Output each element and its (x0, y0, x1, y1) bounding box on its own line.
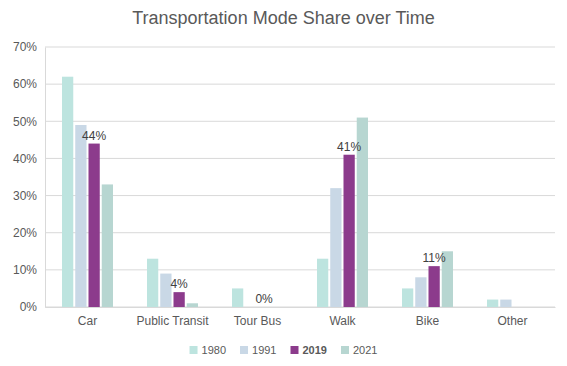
grid (45, 47, 555, 307)
legend-item: 1980 (190, 344, 226, 356)
x-tick: Walk (329, 307, 356, 328)
x-tick: Tour Bus (234, 307, 281, 328)
bar (88, 144, 99, 307)
bar (415, 277, 426, 307)
legend-label: 1980 (202, 344, 226, 356)
plot: 0% 10% 20% 30% 40% 50% 60% 70% Car Public Transit… (13, 40, 556, 327)
legend-swatch (341, 346, 349, 354)
series (75, 125, 511, 307)
series (62, 77, 498, 307)
y-axis-line (45, 48, 46, 308)
y-tick: 30% (13, 189, 45, 203)
y-tick-label: 70% (13, 40, 37, 54)
bar (187, 303, 198, 307)
bar (232, 288, 243, 307)
grid-line (45, 121, 555, 122)
legend-label: 2019 (303, 344, 327, 356)
series (88, 144, 439, 307)
y-tick-label: 0% (20, 300, 38, 314)
data-labels: 44% 4% 0% 41% 11% (82, 129, 446, 306)
data-label: 0% (255, 292, 273, 306)
legend-swatch (240, 346, 248, 354)
x-tick-label: Car (78, 314, 97, 328)
bar (330, 188, 341, 307)
legend-swatch (190, 346, 198, 354)
data-label: 41% (337, 140, 361, 154)
x-tick-label: Bike (416, 314, 440, 328)
grid-line (45, 84, 555, 85)
y-tick: 70% (13, 40, 45, 54)
title: Transportation Mode Share over Time (132, 8, 434, 28)
y-tick-label: 60% (13, 77, 37, 91)
data-label: 4% (170, 277, 188, 291)
legend-item: 2021 (341, 344, 377, 356)
grid-line (45, 195, 555, 196)
y-tick-label: 10% (13, 263, 37, 277)
x-tick: Other (497, 307, 527, 328)
y-axis: 0% 10% 20% 30% 40% 50% 60% 70% (13, 40, 46, 314)
legend: 1980 1991 2019 2021 (190, 344, 378, 356)
x-tick: Car (78, 307, 97, 328)
bar (428, 266, 439, 307)
y-tick: 20% (13, 226, 45, 240)
bar (75, 125, 86, 307)
grid-line (45, 307, 555, 308)
series (102, 118, 453, 307)
y-tick: 10% (13, 263, 45, 277)
y-tick-label: 40% (13, 152, 37, 166)
bar (487, 300, 498, 307)
y-tick-label: 50% (13, 115, 37, 129)
x-tick: Public Transit (136, 307, 209, 328)
y-tick-label: 20% (13, 226, 37, 240)
x-tick: Bike (416, 307, 440, 328)
bar (343, 155, 354, 307)
legend-swatch (291, 346, 299, 354)
bar (402, 288, 413, 307)
legend-label: 2021 (353, 344, 377, 356)
bar (173, 292, 184, 307)
x-axis-line (46, 307, 556, 308)
legend-label: 1991 (252, 344, 276, 356)
grid-line (45, 269, 555, 270)
y-tick-label: 30% (13, 189, 37, 203)
grid-line (45, 158, 555, 159)
bar (258, 307, 269, 308)
grid-line (45, 232, 555, 233)
y-tick: 40% (13, 152, 45, 166)
y-tick: 50% (13, 115, 45, 129)
legend-item: 2019 (291, 344, 327, 356)
data-label: 11% (423, 251, 446, 265)
x-axis: Car Public Transit Tour Bus Walk Bike Other (46, 307, 556, 328)
bar (102, 184, 113, 307)
bar (147, 259, 158, 307)
x-tick-label: Walk (329, 314, 356, 328)
data-label: 44% (82, 129, 106, 143)
y-tick: 60% (13, 77, 45, 91)
y-tick: 0% (20, 300, 45, 314)
bar (500, 300, 511, 307)
chart: Transportation Mode Share over Time 0% 10%… (0, 0, 567, 366)
grid-line (45, 47, 555, 48)
legend-item: 1991 (240, 344, 276, 356)
x-tick-label: Public Transit (136, 314, 209, 328)
bar (62, 77, 73, 307)
x-tick-label: Other (497, 314, 527, 328)
bar (317, 259, 328, 307)
x-tick-label: Tour Bus (234, 314, 281, 328)
bars (62, 77, 512, 307)
